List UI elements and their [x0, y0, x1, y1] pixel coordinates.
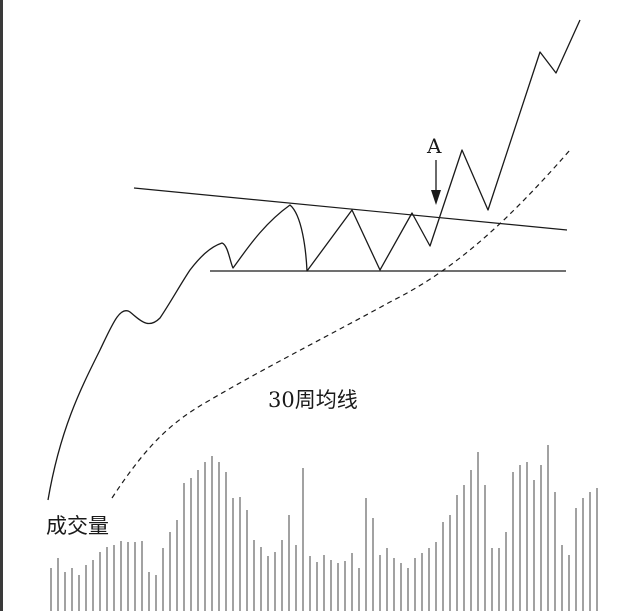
- moving-average-label: 30周均线: [268, 388, 358, 412]
- volume-label: 成交量: [46, 514, 109, 538]
- upper-trendline: [133, 187, 568, 231]
- breakout-label: A: [427, 134, 442, 158]
- volume-bars: [50, 445, 598, 611]
- price-line: [47, 19, 581, 501]
- left-border: [0, 0, 3, 611]
- breakout-arrow: [431, 160, 441, 205]
- moving-average-line: [111, 149, 571, 499]
